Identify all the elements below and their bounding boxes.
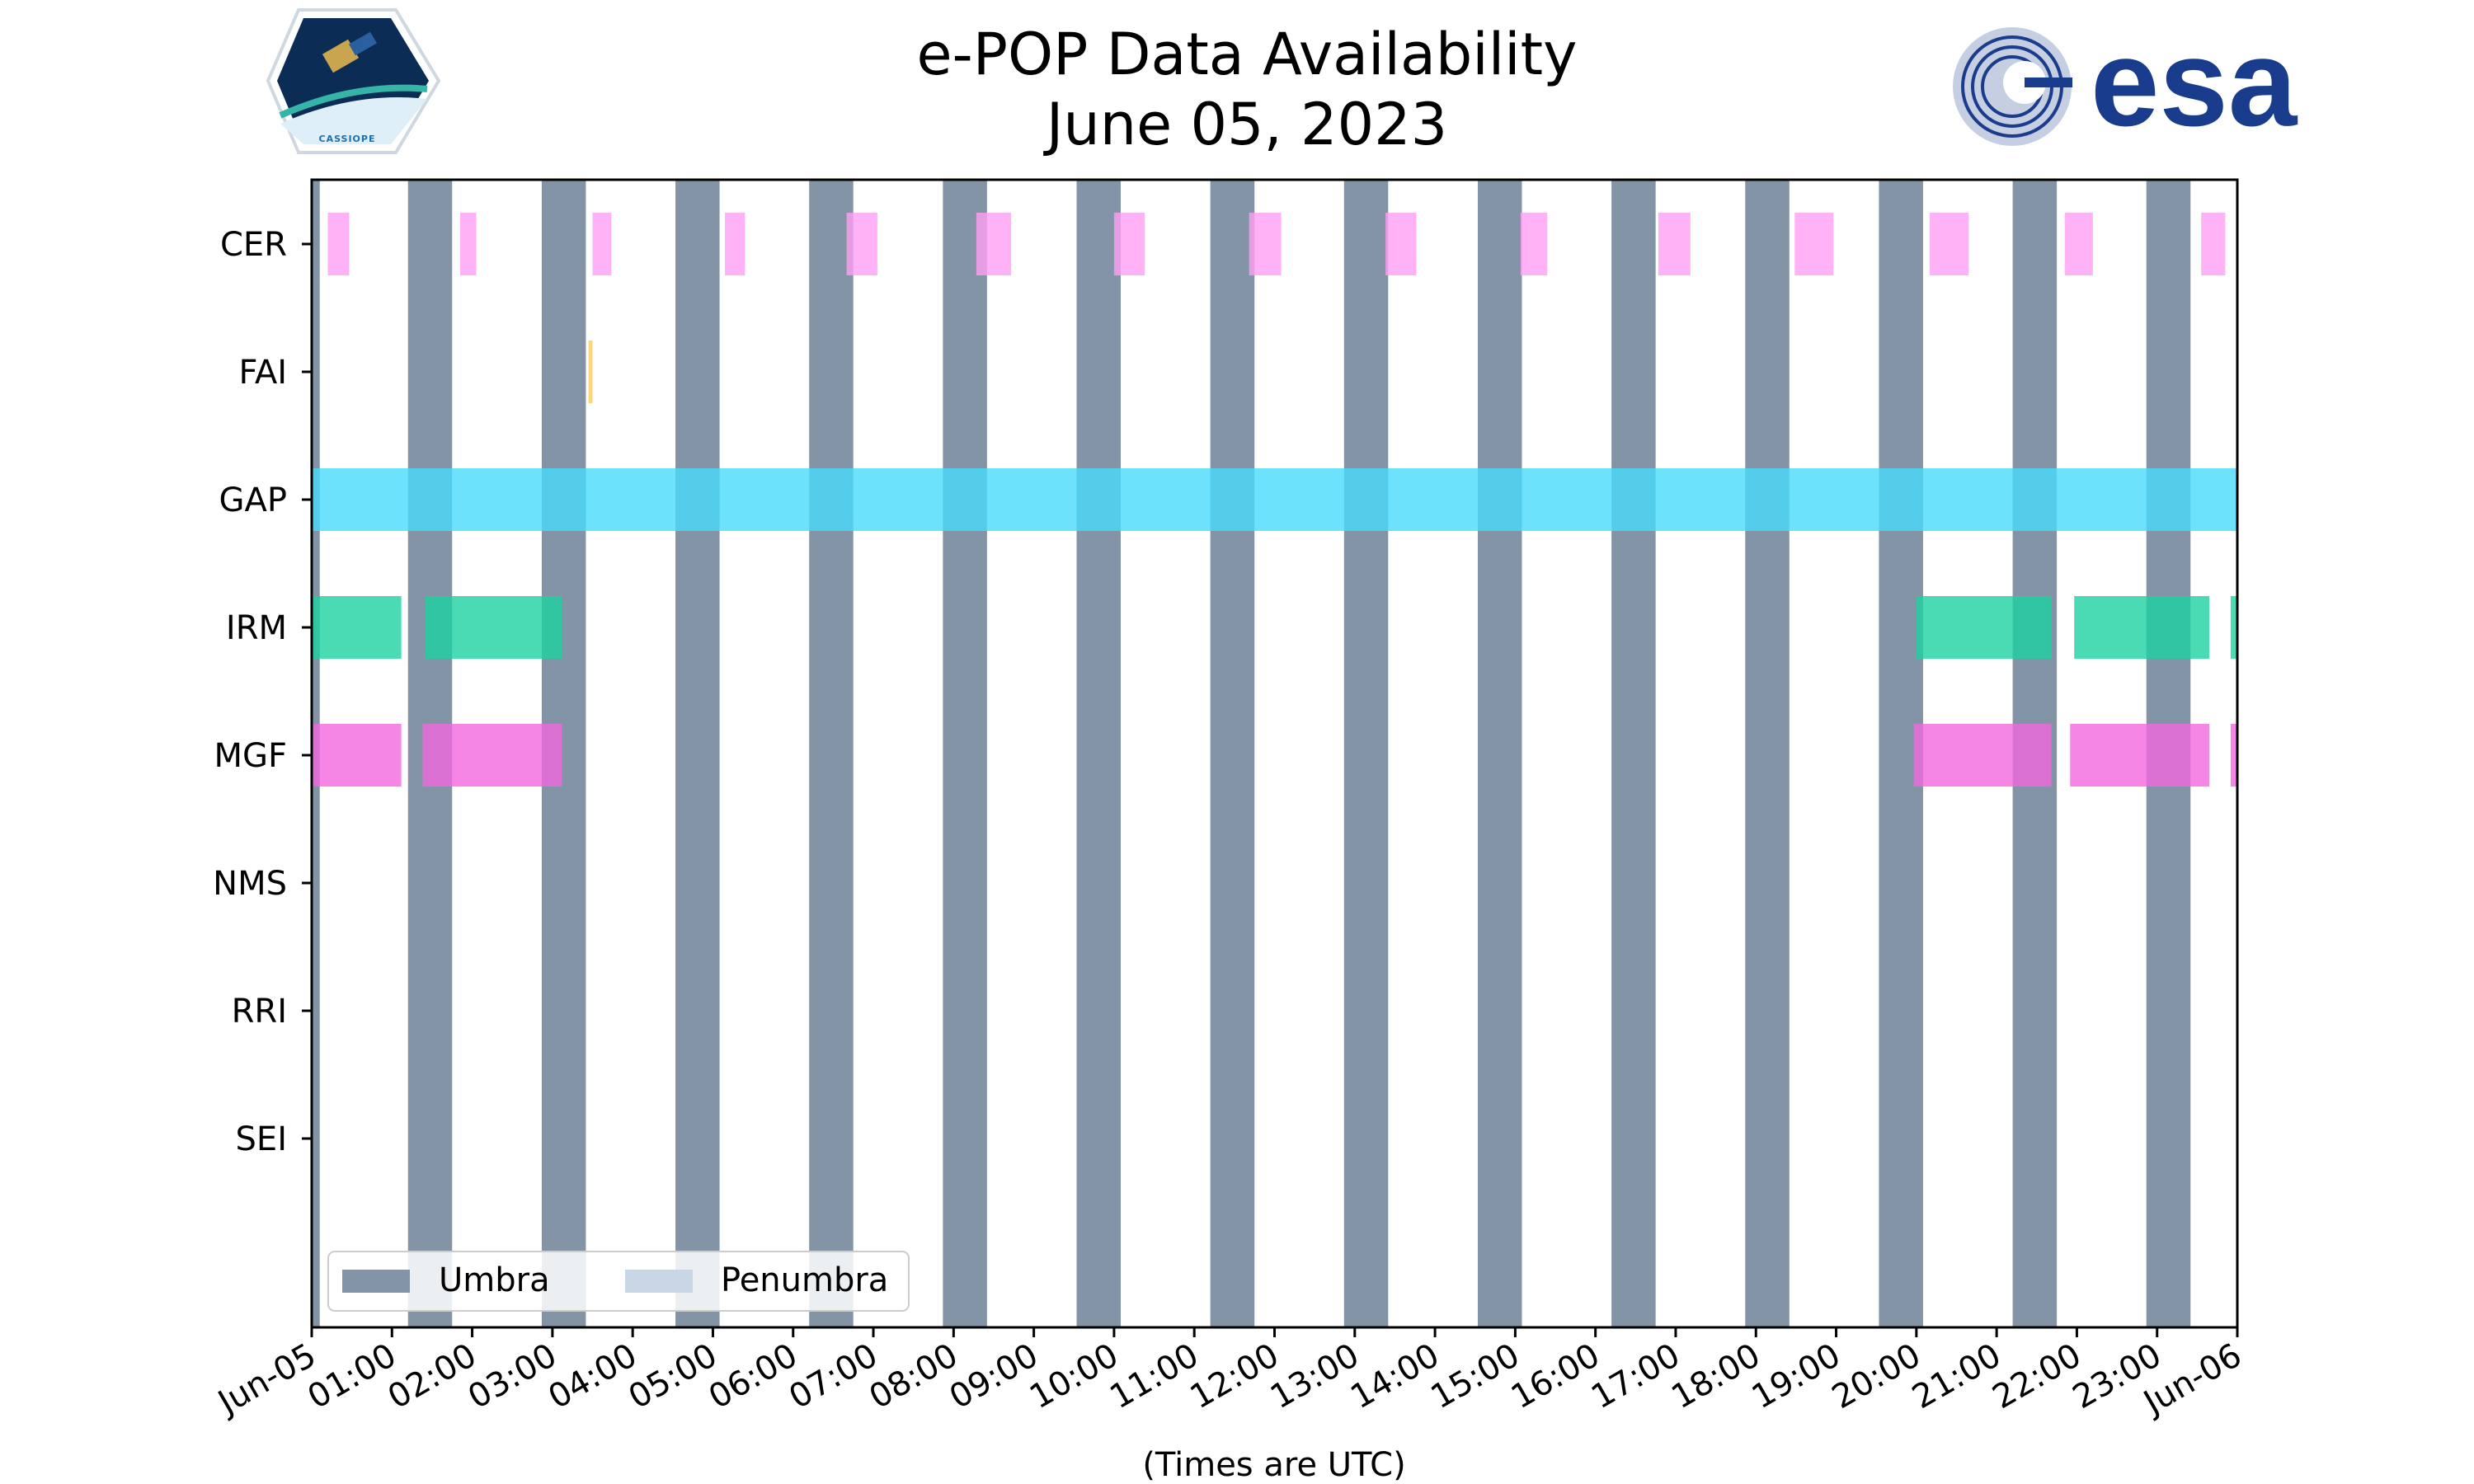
x-tick-label-4: 04:00	[542, 1336, 643, 1416]
bar-cer-1	[459, 213, 477, 275]
umbra-layer	[312, 180, 2191, 1327]
y-tick-label-nms: NMS	[213, 865, 287, 903]
y-tick-label-mgf: MGF	[214, 737, 287, 775]
x-tick-label-7: 07:00	[783, 1336, 884, 1416]
x-axis: Jun-0501:0002:0003:0004:0005:0006:0007:0…	[210, 1327, 2248, 1423]
bar-cer-14	[2201, 213, 2226, 275]
bar-mgf-4	[2230, 724, 2237, 787]
bar-gap-0	[312, 468, 2237, 531]
x-tick-label-3: 03:00	[462, 1336, 563, 1416]
bar-cer-7	[1249, 213, 1282, 275]
bar-irm-4	[2230, 596, 2237, 659]
bar-irm-1	[425, 596, 562, 659]
bar-cer-10	[1658, 213, 1691, 275]
bar-cer-5	[976, 213, 1012, 275]
esa-logo-text: esa	[2091, 13, 2298, 152]
cassiope-logo: CASSIOPE	[266, 8, 441, 154]
x-tick-label-20: 20:00	[1826, 1336, 1927, 1416]
x-tick-label-5: 05:00	[623, 1336, 724, 1416]
bar-irm-2	[1916, 596, 2052, 659]
x-tick-label-22: 22:00	[1987, 1336, 2088, 1416]
umbra-band-7	[1210, 180, 1255, 1327]
bar-fai-0	[588, 340, 593, 403]
x-tick-label-16: 16:00	[1505, 1336, 1606, 1416]
x-tick-label-13: 13:00	[1264, 1336, 1366, 1416]
y-tick-label-gap: GAP	[219, 481, 287, 519]
x-tick-label-14: 14:00	[1344, 1336, 1446, 1416]
legend-penumbra-label: Penumbra	[721, 1261, 888, 1299]
umbra-band-6	[1076, 180, 1122, 1327]
bar-cer-8	[1385, 213, 1417, 275]
bar-cer-6	[1113, 213, 1145, 275]
legend-box	[327, 1251, 910, 1312]
bar-cer-4	[846, 213, 877, 275]
legend: Umbra Penumbra	[327, 1251, 910, 1312]
x-tick-label-6: 06:00	[703, 1336, 804, 1416]
bar-irm-3	[2074, 596, 2209, 659]
y-tick-label-fai: FAI	[239, 354, 288, 392]
bar-cer-2	[592, 213, 612, 275]
x-tick-label-12: 12:00	[1184, 1336, 1286, 1416]
bar-mgf-2	[1913, 724, 2052, 787]
cassiope-logo-text: CASSIOPE	[319, 134, 376, 144]
y-tick-label-irm: IRM	[226, 609, 287, 647]
x-tick-label-11: 11:00	[1103, 1336, 1205, 1416]
umbra-band-3	[675, 180, 720, 1327]
x-tick-label-10: 10:00	[1023, 1336, 1125, 1416]
legend-umbra-swatch	[342, 1270, 410, 1293]
bar-cer-12	[1930, 213, 1969, 275]
y-tick-label-cer: CER	[220, 226, 287, 264]
bar-mgf-3	[2070, 724, 2209, 787]
chart-title-line2: June 05, 2023	[1043, 91, 1447, 158]
umbra-band-11	[1745, 180, 1790, 1327]
esa-logo: esa	[1953, 13, 2298, 152]
bar-cer-11	[1794, 213, 1834, 275]
x-tick-label-17: 17:00	[1585, 1336, 1686, 1416]
bar-mgf-1	[422, 724, 562, 787]
bar-irm-0	[312, 596, 402, 659]
y-tick-label-sei: SEI	[236, 1120, 287, 1158]
x-tick-label-2: 02:00	[382, 1336, 483, 1416]
x-tick-label-19: 19:00	[1746, 1336, 1847, 1416]
y-tick-label-rri: RRI	[232, 993, 287, 1031]
umbra-band-9	[1477, 180, 1522, 1327]
bar-mgf-0	[312, 724, 402, 787]
x-tick-label-1: 01:00	[301, 1336, 402, 1416]
bar-cer-0	[327, 213, 350, 275]
bar-cer-3	[725, 213, 745, 275]
umbra-band-10	[1611, 180, 1656, 1327]
chart-title-line1: e-POP Data Availability	[916, 21, 1577, 88]
umbra-band-8	[1343, 180, 1389, 1327]
umbra-band-5	[943, 180, 987, 1327]
legend-penumbra-swatch	[625, 1270, 693, 1293]
x-tick-label-21: 21:00	[1906, 1336, 2007, 1416]
bar-cer-13	[2064, 213, 2093, 275]
y-axis: CER FAI GAP IRM MGF NMS RRI SEI	[213, 226, 312, 1158]
bar-cer-9	[1520, 213, 1548, 275]
x-tick-label-9: 09:00	[943, 1336, 1045, 1416]
legend-umbra-label: Umbra	[439, 1261, 550, 1299]
x-tick-label-0: Jun-05	[210, 1336, 322, 1423]
x-axis-label: (Times are UTC)	[1142, 1446, 1405, 1484]
x-tick-label-8: 08:00	[863, 1336, 964, 1416]
x-tick-label-18: 18:00	[1665, 1336, 1766, 1416]
umbra-band-4	[809, 180, 854, 1327]
series-layer	[312, 213, 2237, 787]
x-tick-label-15: 15:00	[1425, 1336, 1526, 1416]
